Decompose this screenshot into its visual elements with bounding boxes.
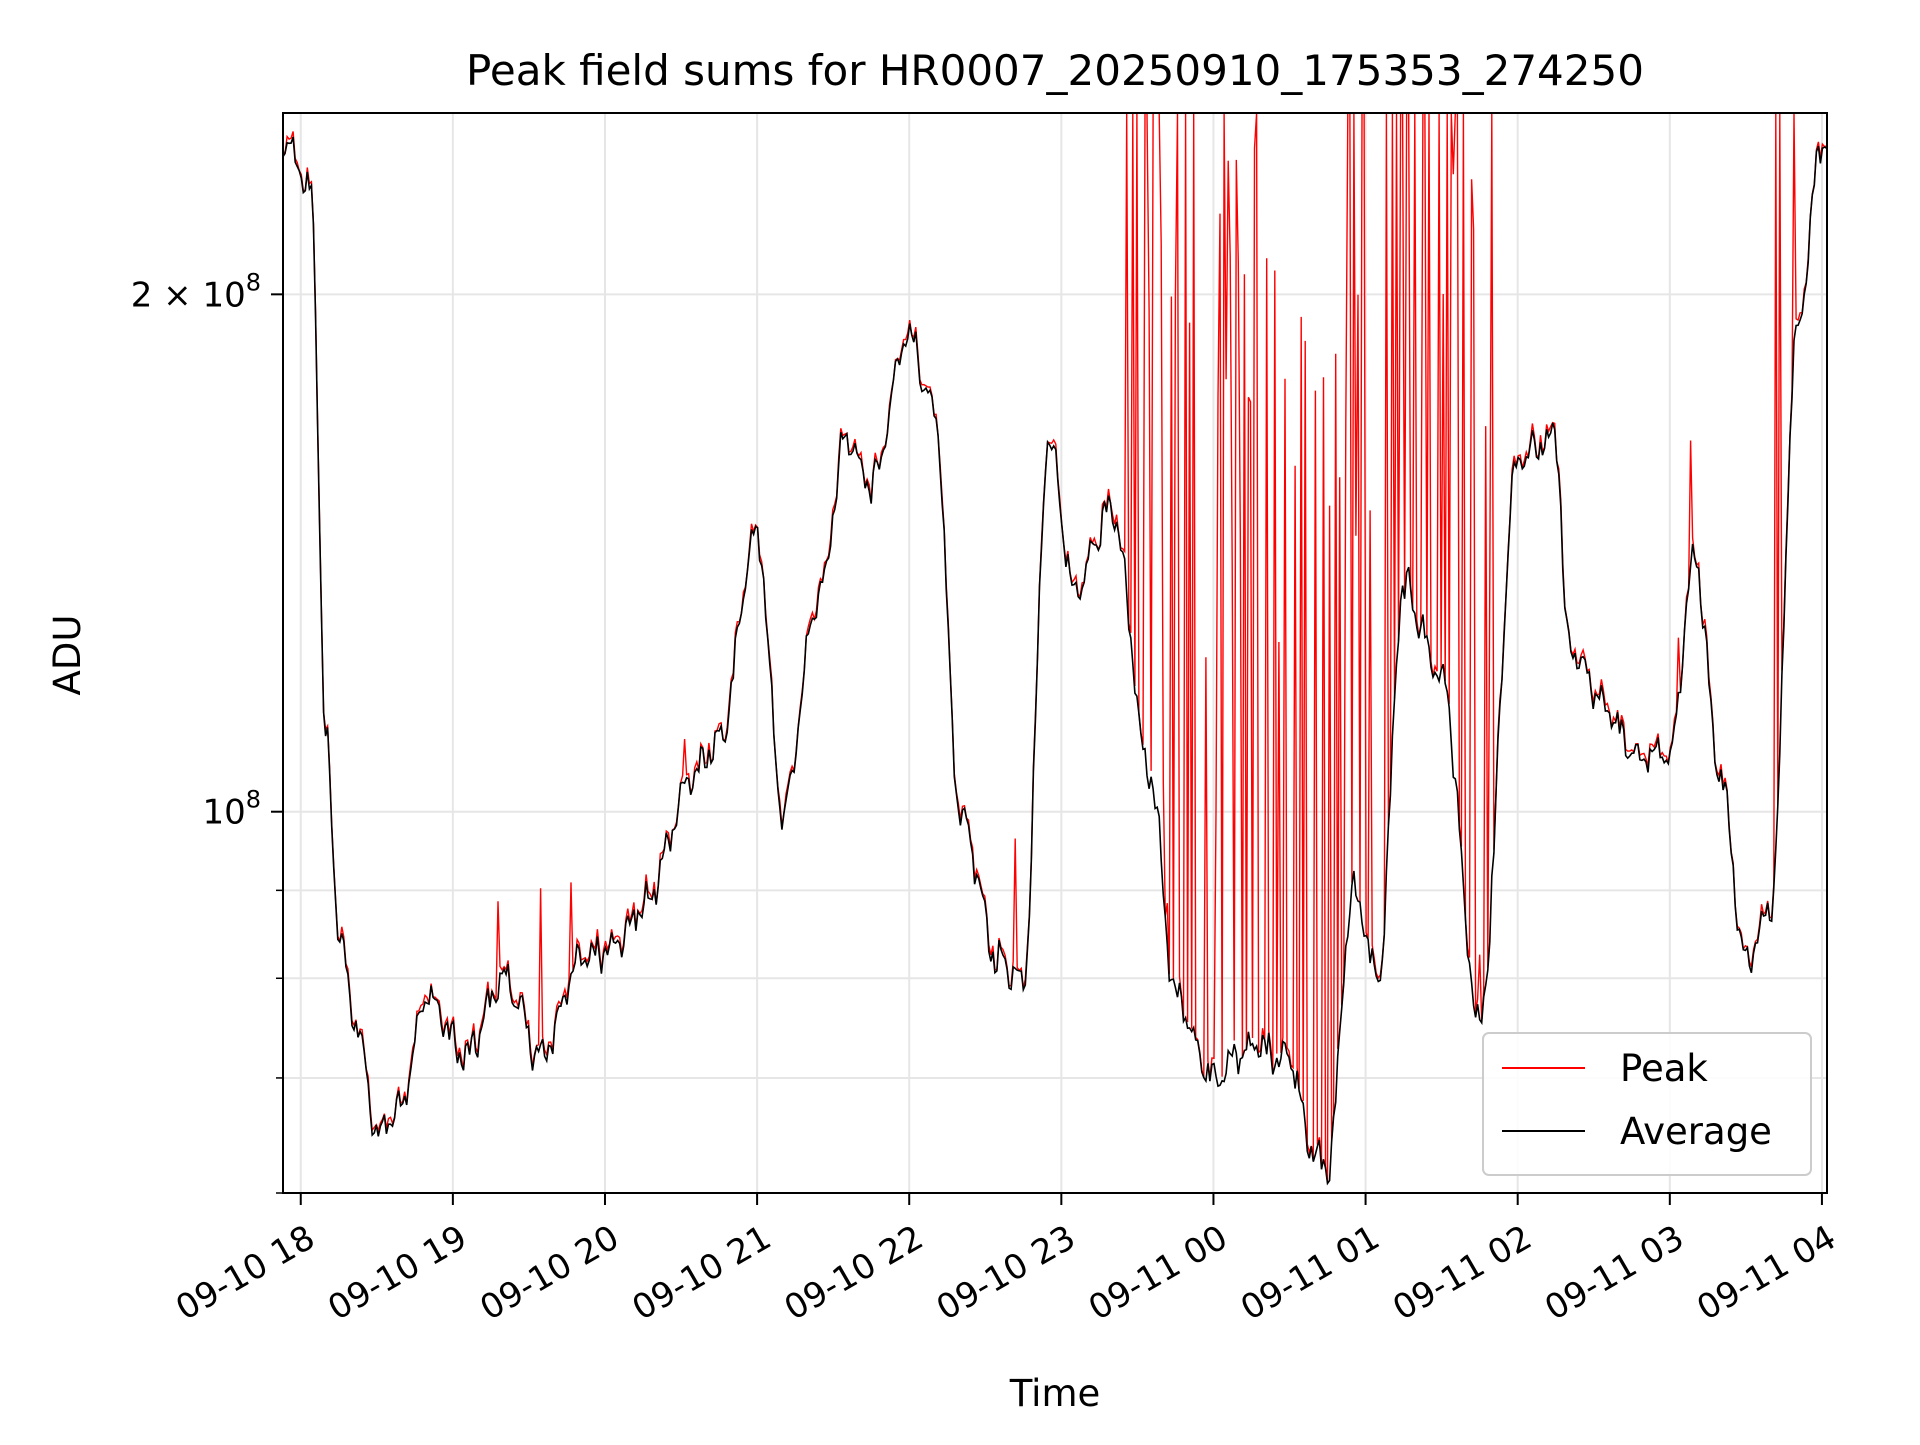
x-axis-label: Time (1009, 1372, 1101, 1415)
legend: Peak Average (1482, 1032, 1812, 1176)
grid-lines (283, 113, 1827, 1194)
average-series-line (282, 136, 1827, 1186)
legend-average-label: Average (1620, 1110, 1772, 1153)
series-layer (282, 112, 1827, 1186)
plot-frame (282, 112, 1828, 1194)
y-tick-label: 108 (202, 786, 261, 833)
chart-title: Peak field sums for HR0007_20250910_1753… (466, 46, 1644, 95)
plot-area (283, 113, 1827, 1193)
y-tick-label: 2 × 108 (131, 268, 261, 315)
y-axis-label: ADU (46, 615, 89, 696)
legend-peak-label: Peak (1620, 1047, 1708, 1090)
